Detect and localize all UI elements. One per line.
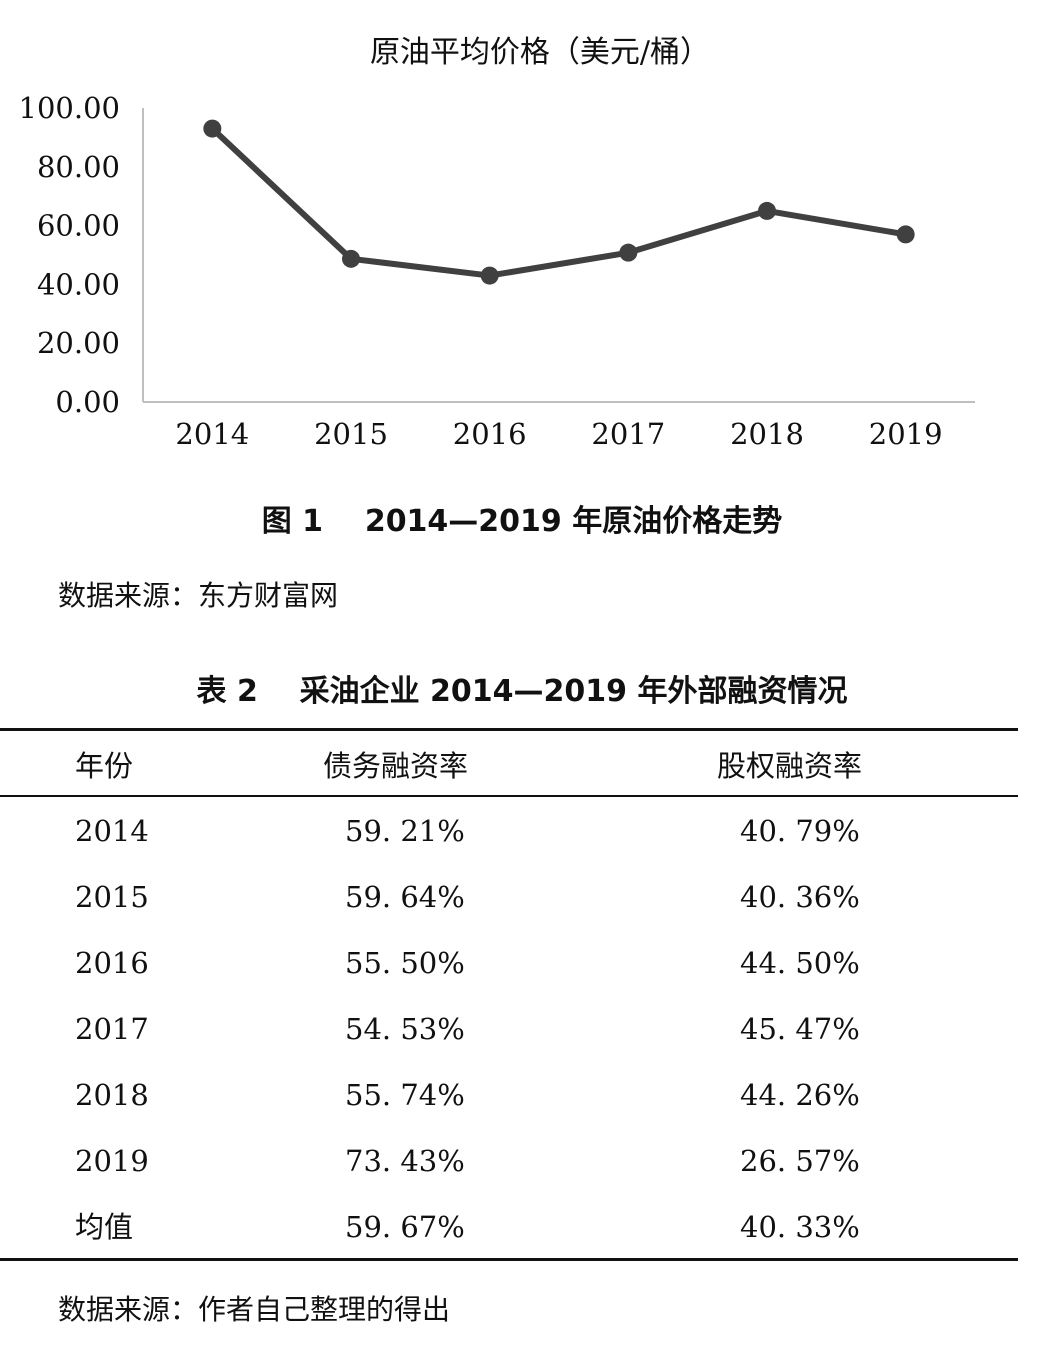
figure-caption: 图 1 2014—2019 年原油价格走势 <box>261 504 783 539</box>
y-tick-label: 80.00 <box>37 150 120 184</box>
figure-source: 数据来源：东方财富网 <box>58 579 339 612</box>
table-row: 2017 54. 53% 45. 47% <box>0 999 1018 1059</box>
y-tick-labels: 0.00 20.00 40.00 60.00 80.00 100.00 <box>19 91 120 419</box>
cell-equity-ratio: 44. 50% <box>740 946 860 980</box>
x-tick-label: 2017 <box>591 417 665 451</box>
cell-equity-ratio: 26. 57% <box>740 1144 860 1178</box>
price-points <box>203 119 915 285</box>
data-point <box>342 249 360 268</box>
table-row: 均值 59. 67% 40. 33% <box>0 1197 1018 1257</box>
data-point <box>480 266 499 285</box>
header-debt-ratio: 债务融资率 <box>323 749 469 783</box>
y-tick-label: 60.00 <box>37 209 120 243</box>
cell-year: 2015 <box>75 880 149 914</box>
table-caption: 表 2 采油企业 2014—2019 年外部融资情况 <box>196 674 848 709</box>
cell-debt-ratio: 59. 64% <box>345 880 465 914</box>
table-row: 2019 73. 43% 26. 57% <box>0 1131 1018 1191</box>
y-tick-label: 0.00 <box>55 385 120 419</box>
table-row: 2015 59. 64% 40. 36% <box>0 867 1018 927</box>
cell-year: 均值 <box>75 1210 134 1244</box>
data-point <box>203 119 222 138</box>
x-tick-label: 2019 <box>869 417 943 451</box>
table-header-rule <box>0 795 1018 797</box>
x-tick-labels: 2014 2015 2016 2017 2018 2019 <box>175 417 942 451</box>
cell-equity-ratio: 40. 33% <box>740 1210 860 1244</box>
cell-debt-ratio: 59. 67% <box>345 1210 465 1244</box>
data-point <box>619 243 638 262</box>
cell-debt-ratio: 73. 43% <box>345 1144 465 1178</box>
x-tick-label: 2018 <box>730 417 804 451</box>
y-tick-label: 40.00 <box>37 267 120 301</box>
cell-year: 2019 <box>75 1144 149 1178</box>
price-line <box>210 126 907 279</box>
cell-year: 2016 <box>75 946 149 980</box>
cell-equity-ratio: 45. 47% <box>740 1012 860 1046</box>
cell-equity-ratio: 40. 79% <box>740 814 860 848</box>
x-tick-label: 2015 <box>314 417 388 451</box>
table-top-rule <box>0 728 1018 731</box>
chart-title: 原油平均价格（美元/桶） <box>370 35 710 70</box>
table-header-row: 年份 债务融资率 股权融资率 <box>0 736 1018 796</box>
header-year: 年份 <box>75 749 134 783</box>
table-row: 2018 55. 74% 44. 26% <box>0 1065 1018 1125</box>
cell-debt-ratio: 59. 21% <box>345 814 465 848</box>
cell-equity-ratio: 40. 36% <box>740 880 860 914</box>
cell-year: 2017 <box>75 1012 149 1046</box>
cell-debt-ratio: 55. 74% <box>345 1078 465 1112</box>
cell-year: 2018 <box>75 1078 149 1112</box>
x-tick-label: 2016 <box>453 417 527 451</box>
y-tick-label: 100.00 <box>19 91 120 125</box>
cell-equity-ratio: 44. 26% <box>740 1078 860 1112</box>
header-equity-ratio: 股权融资率 <box>717 749 863 783</box>
data-point <box>758 201 776 220</box>
cell-debt-ratio: 54. 53% <box>345 1012 465 1046</box>
x-tick-label: 2014 <box>175 417 249 451</box>
oil-price-chart: 原油平均价格（美元/桶） 0.00 20.00 40.00 60.00 80.00 100… <box>19 35 975 451</box>
table-row: 2014 59. 21% 40. 79% <box>0 801 1018 861</box>
table-bottom-rule <box>0 1258 1018 1261</box>
cell-year: 2014 <box>75 814 149 848</box>
y-tick-label: 20.00 <box>37 326 120 360</box>
table-row: 2016 55. 50% 44. 50% <box>0 933 1018 993</box>
data-point <box>896 225 915 244</box>
cell-debt-ratio: 55. 50% <box>345 946 465 980</box>
table-source: 数据来源：作者自己整理的得出 <box>58 1293 451 1326</box>
